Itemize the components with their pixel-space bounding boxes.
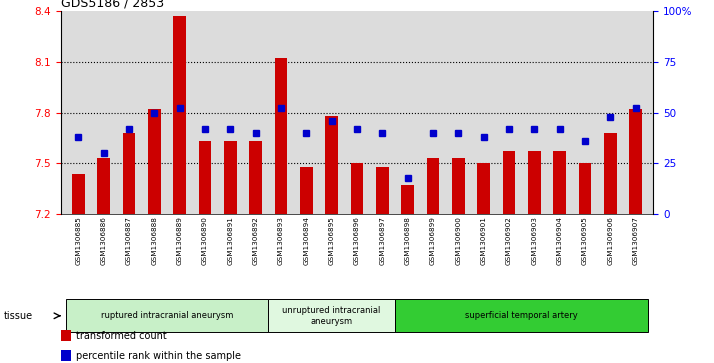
Bar <box>604 133 617 214</box>
Text: tissue: tissue <box>4 311 33 321</box>
Bar <box>61 350 71 361</box>
Bar <box>326 116 338 214</box>
Bar <box>528 151 540 214</box>
Text: GSM1306885: GSM1306885 <box>76 216 81 265</box>
Text: GSM1306888: GSM1306888 <box>151 216 157 265</box>
Bar <box>268 299 395 332</box>
Text: GSM1306906: GSM1306906 <box>607 216 613 265</box>
Text: GSM1306886: GSM1306886 <box>101 216 107 265</box>
Bar <box>351 163 363 214</box>
Bar <box>395 299 648 332</box>
Text: GSM1306904: GSM1306904 <box>557 216 563 265</box>
Bar <box>249 141 262 214</box>
Text: superficial temporal artery: superficial temporal artery <box>466 311 578 320</box>
Bar <box>224 141 237 214</box>
Text: GSM1306890: GSM1306890 <box>202 216 208 265</box>
Text: percentile rank within the sample: percentile rank within the sample <box>76 351 241 361</box>
Bar <box>578 163 591 214</box>
Text: GSM1306896: GSM1306896 <box>354 216 360 265</box>
Text: GSM1306902: GSM1306902 <box>506 216 512 265</box>
Text: GSM1306900: GSM1306900 <box>456 216 461 265</box>
Text: GSM1306892: GSM1306892 <box>253 216 258 265</box>
Text: GSM1306899: GSM1306899 <box>430 216 436 265</box>
Bar <box>123 133 136 214</box>
Bar <box>401 185 414 214</box>
Text: GSM1306898: GSM1306898 <box>405 216 411 265</box>
Bar <box>61 330 71 341</box>
Bar <box>97 158 110 214</box>
Text: GSM1306907: GSM1306907 <box>633 216 638 265</box>
Bar <box>477 163 490 214</box>
Text: GSM1306901: GSM1306901 <box>481 216 487 265</box>
Text: GSM1306887: GSM1306887 <box>126 216 132 265</box>
Bar <box>376 167 388 214</box>
Bar <box>198 141 211 214</box>
Bar <box>275 58 287 214</box>
Text: GSM1306891: GSM1306891 <box>227 216 233 265</box>
Bar <box>174 16 186 214</box>
Text: ruptured intracranial aneurysm: ruptured intracranial aneurysm <box>101 311 233 320</box>
Text: transformed count: transformed count <box>76 331 166 341</box>
Text: GDS5186 / 2853: GDS5186 / 2853 <box>61 0 164 9</box>
Text: GSM1306905: GSM1306905 <box>582 216 588 265</box>
Text: GSM1306889: GSM1306889 <box>177 216 183 265</box>
Text: GSM1306897: GSM1306897 <box>379 216 386 265</box>
Text: GSM1306894: GSM1306894 <box>303 216 309 265</box>
Bar <box>452 158 465 214</box>
Bar <box>148 109 161 214</box>
Bar <box>427 158 439 214</box>
Bar <box>629 109 642 214</box>
Bar <box>72 174 85 214</box>
Text: GSM1306903: GSM1306903 <box>531 216 537 265</box>
Bar <box>503 151 516 214</box>
Text: GSM1306895: GSM1306895 <box>328 216 335 265</box>
Bar <box>300 167 313 214</box>
Bar <box>66 299 268 332</box>
Text: unruptured intracranial
aneurysm: unruptured intracranial aneurysm <box>283 306 381 326</box>
Text: GSM1306893: GSM1306893 <box>278 216 284 265</box>
Bar <box>553 151 566 214</box>
